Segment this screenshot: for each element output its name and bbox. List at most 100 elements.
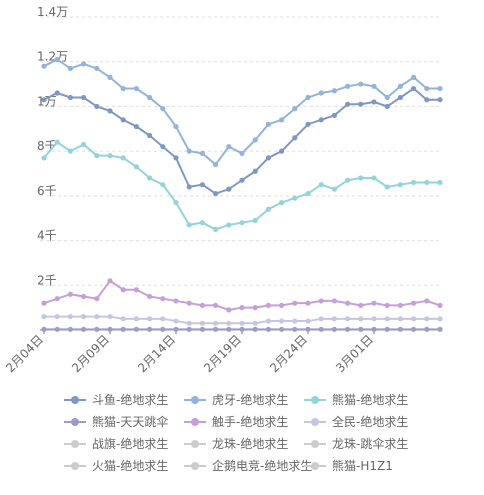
legend-marker [191, 440, 199, 448]
point [67, 94, 73, 101]
point [384, 316, 390, 322]
point [411, 74, 417, 80]
point [226, 320, 232, 326]
point [318, 90, 324, 96]
point [279, 302, 285, 309]
point [54, 139, 60, 145]
point [173, 123, 179, 130]
legend-marker [311, 418, 319, 426]
point [239, 177, 245, 183]
point [147, 132, 153, 139]
point [160, 106, 166, 112]
point [67, 148, 73, 154]
point [94, 65, 100, 72]
point [397, 182, 403, 188]
point [384, 94, 390, 101]
legend-label: 虎牙-绝地求生 [212, 392, 288, 407]
point [186, 326, 192, 332]
point [199, 320, 205, 326]
point [67, 291, 73, 297]
point [147, 293, 153, 300]
point [213, 226, 219, 232]
point [345, 326, 351, 332]
point [120, 117, 126, 123]
point [265, 155, 271, 161]
point [41, 326, 47, 332]
point [331, 298, 337, 304]
point [160, 296, 166, 302]
point [384, 326, 390, 332]
point [81, 141, 87, 148]
point [94, 153, 100, 159]
point [239, 305, 245, 311]
point [186, 222, 192, 228]
legend-marker [191, 396, 199, 404]
point [371, 175, 377, 181]
point [371, 83, 377, 89]
point [318, 298, 324, 304]
point [437, 316, 443, 322]
point [252, 305, 258, 311]
point [345, 83, 351, 89]
point [411, 300, 417, 306]
point [318, 326, 324, 332]
point [279, 148, 285, 154]
point [358, 302, 364, 309]
legend-marker [191, 418, 199, 426]
point [94, 296, 100, 302]
point [107, 313, 113, 320]
point [265, 318, 271, 324]
point [292, 135, 298, 141]
point [424, 316, 430, 322]
y-tick-label: 6千 [37, 184, 57, 198]
point [133, 123, 139, 130]
point [81, 313, 87, 320]
point [41, 155, 47, 161]
point [147, 175, 153, 181]
point [81, 293, 87, 300]
point [107, 278, 113, 284]
point [94, 326, 100, 332]
point [133, 287, 139, 293]
point [67, 65, 73, 72]
point [199, 182, 205, 188]
point [305, 318, 311, 324]
point [305, 300, 311, 306]
legend-label: 企鹅电竞-绝地求生 [212, 458, 312, 473]
point [331, 88, 337, 94]
point [107, 74, 113, 80]
point [186, 184, 192, 190]
point [226, 144, 232, 150]
point [160, 144, 166, 150]
point [331, 326, 337, 332]
point [358, 101, 364, 107]
point [411, 179, 417, 186]
legend-label: 火猫-绝地求生 [92, 458, 168, 473]
point [424, 97, 430, 103]
point [226, 307, 232, 313]
x-tick-label: 2月09日 [69, 332, 112, 375]
point [397, 83, 403, 89]
point [411, 326, 417, 332]
point [67, 326, 73, 332]
point [41, 300, 47, 306]
point [252, 137, 258, 143]
legend-marker [71, 440, 79, 448]
point [252, 217, 258, 224]
point [345, 177, 351, 183]
point [305, 121, 311, 127]
point [107, 108, 113, 114]
point [265, 302, 271, 309]
y-tick-label: 4千 [37, 229, 57, 243]
point [133, 326, 139, 332]
point [186, 320, 192, 326]
legend-label: 龙珠-绝地求生 [212, 436, 288, 451]
point [397, 302, 403, 309]
legend-label: 熊猫-绝地求生 [332, 392, 408, 407]
x-tick-label: 2月19日 [201, 332, 244, 375]
point [173, 199, 179, 206]
point [81, 94, 87, 101]
y-tick-label: 1万 [37, 94, 57, 108]
point [437, 326, 443, 332]
point [107, 153, 113, 159]
